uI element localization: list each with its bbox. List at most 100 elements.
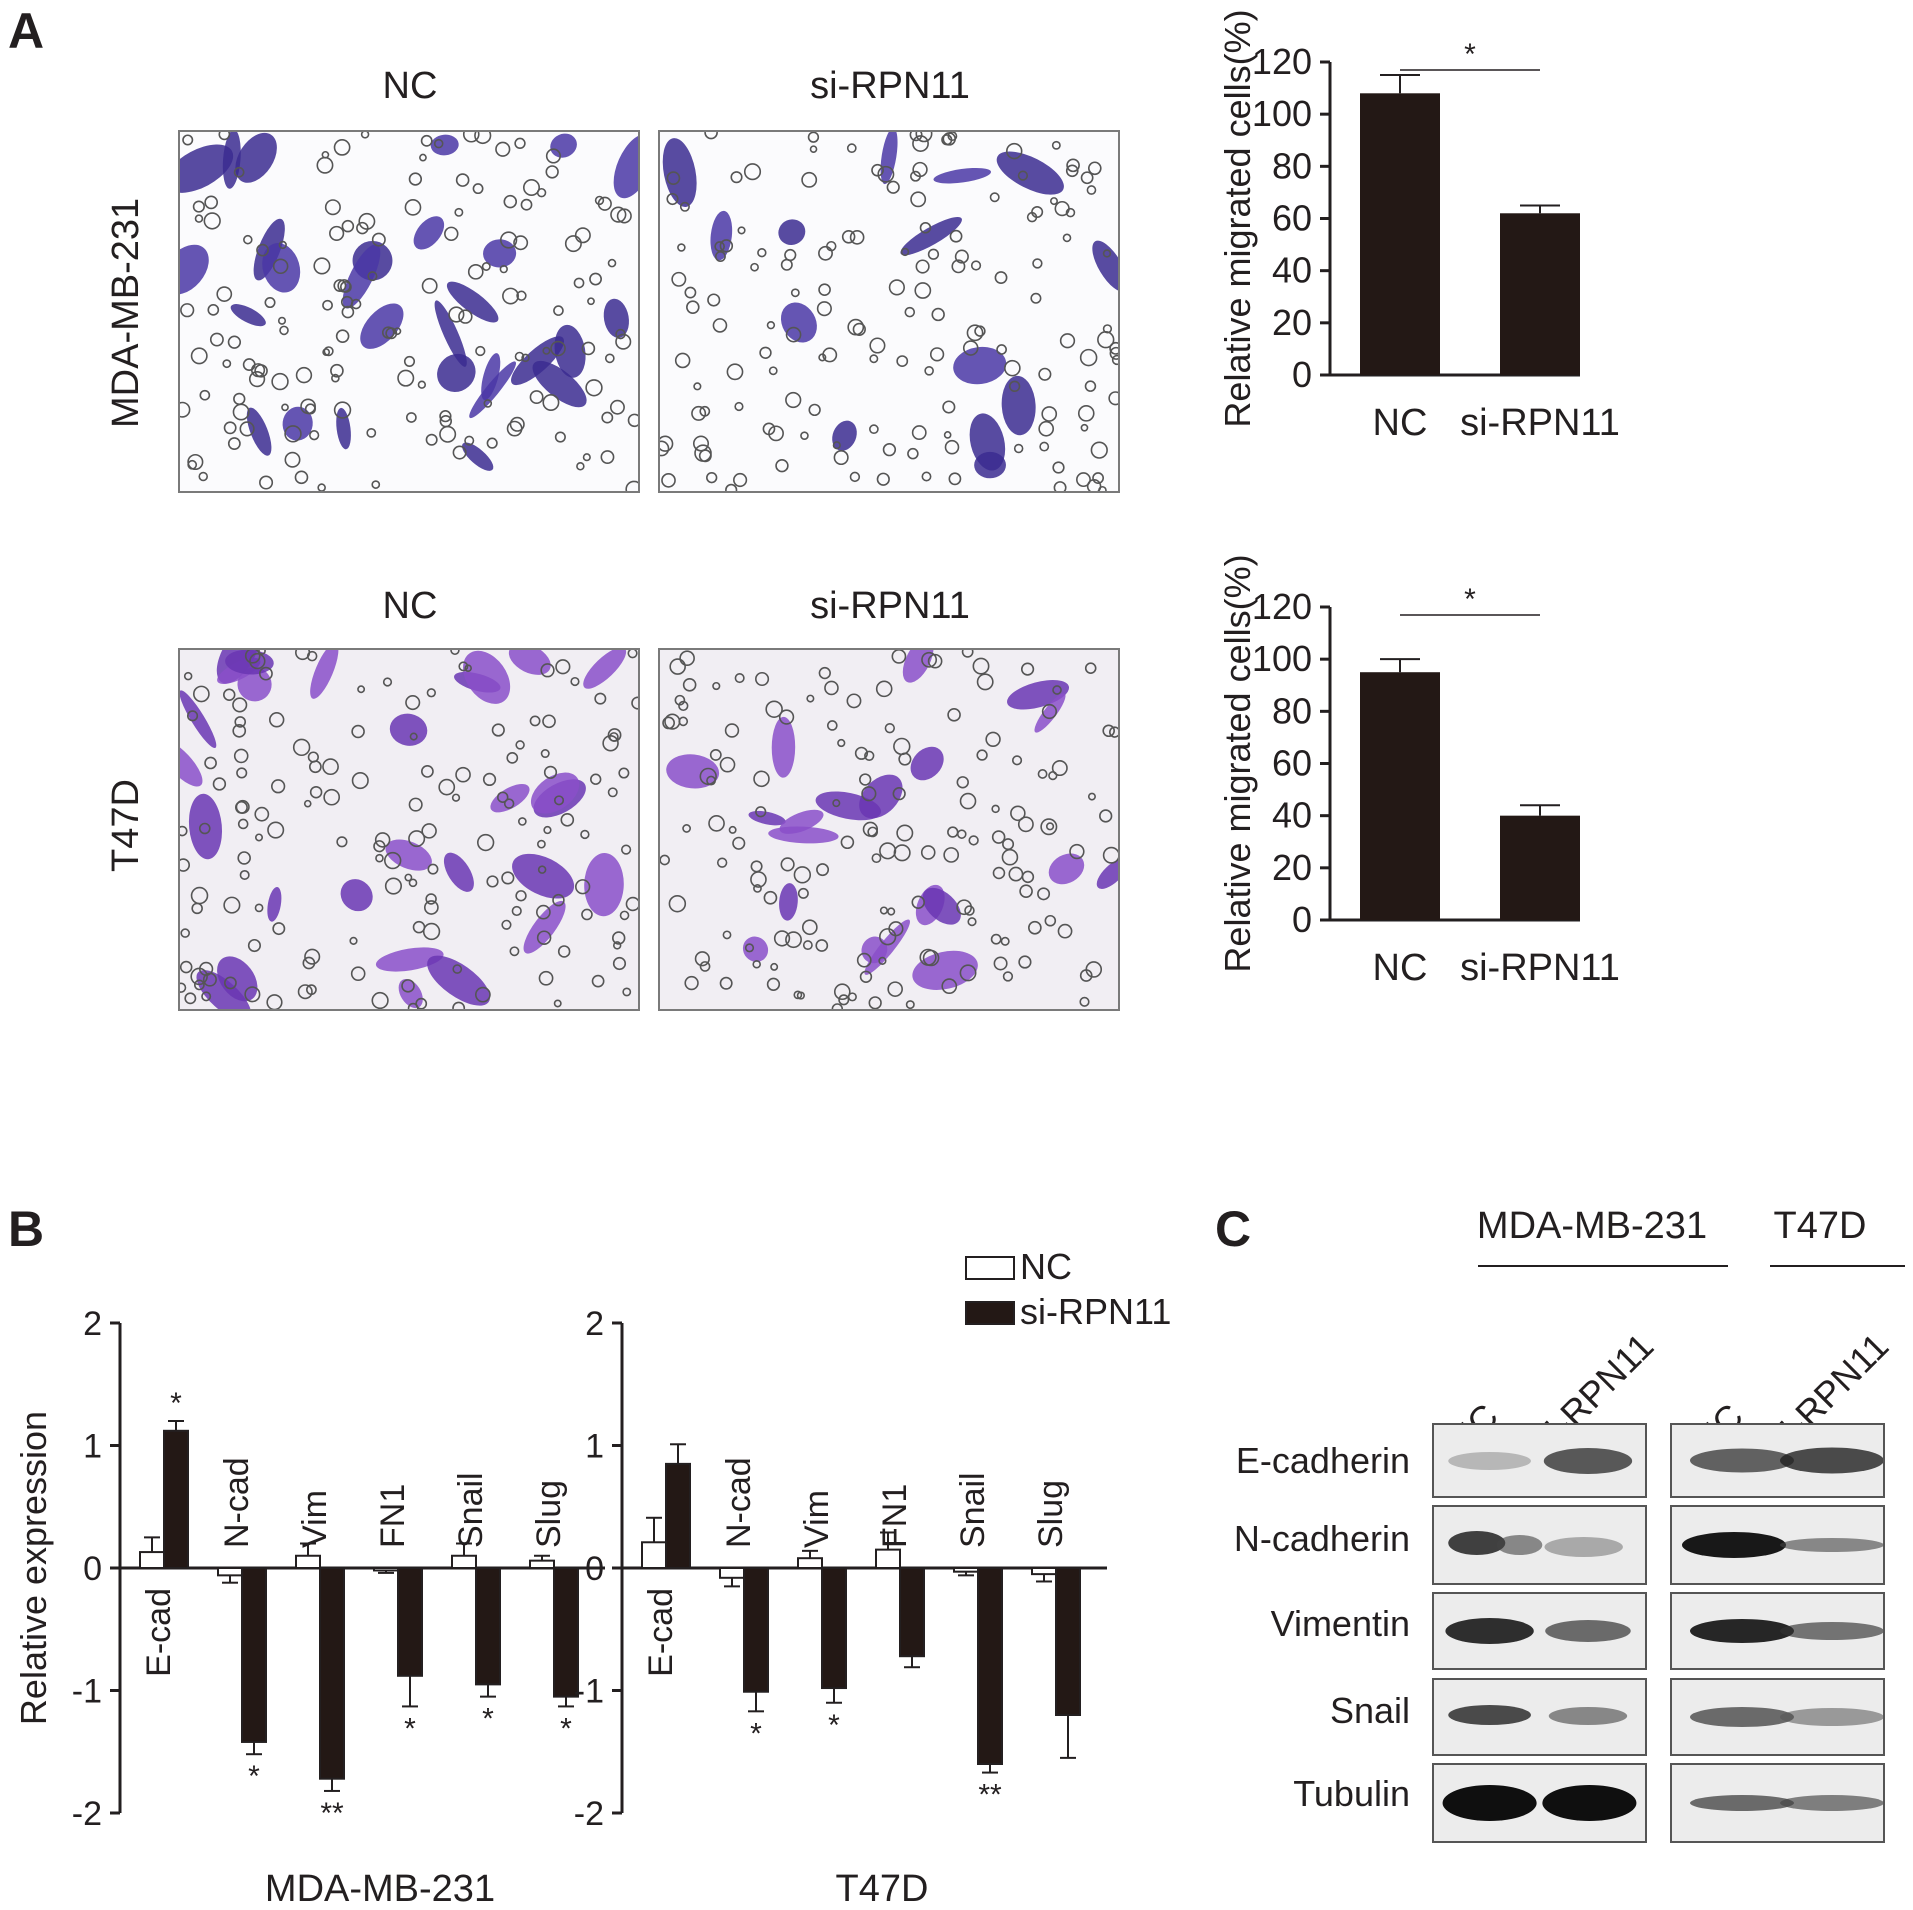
bar-si-rpn11 — [241, 1567, 267, 1743]
bar-nc — [875, 1548, 901, 1569]
significance-mark: ** — [320, 1797, 344, 1830]
category-label: FN1 — [374, 1484, 412, 1548]
bar-si-rpn11 — [475, 1567, 501, 1686]
category-label: Slug — [1032, 1480, 1070, 1548]
category-label: Snail — [452, 1472, 490, 1548]
bar-si-rpn11 — [319, 1567, 345, 1780]
category-label: N-cad — [720, 1457, 758, 1548]
y-tick-label: 20 — [1272, 302, 1312, 343]
category-label: Vim — [798, 1490, 836, 1548]
bar-nc — [217, 1567, 243, 1577]
panel-a-row-t47d: T47D — [105, 779, 147, 872]
bar-si-rpn11 — [899, 1567, 925, 1658]
panel-a-row-mda: MDA-MB-231 — [105, 197, 147, 428]
panel-a-col-nc: NC — [382, 65, 438, 107]
bar-nc — [1031, 1567, 1057, 1576]
panel-b-bar-chart-left: -2 -1 0 1 2 Relative expression E-cad * N-cad * Vi… — [13, 1305, 605, 1910]
legend-label: NC — [1020, 1246, 1072, 1287]
legend-swatch — [965, 1256, 1015, 1280]
bar-si-rpn11 — [665, 1462, 691, 1569]
blot-label-vimentin: Vimentin — [1270, 1603, 1410, 1644]
y-axis-label: Relative migrated cells(%) — [1217, 555, 1258, 973]
category-label: Slug — [530, 1480, 568, 1548]
blot-strip-t47d-tubulin — [1670, 1763, 1885, 1843]
y-tick-label: -2 — [574, 1795, 604, 1833]
y-tick-label: 120 — [1252, 41, 1312, 82]
category-label: N-cad — [218, 1457, 256, 1548]
bar-nc — [295, 1554, 321, 1569]
y-tick-label: 80 — [1272, 690, 1312, 731]
legend-swatch — [965, 1301, 1015, 1325]
micrograph-t47d-si-rpn11 — [658, 648, 1120, 1011]
y-tick-label: 0 — [83, 1550, 102, 1588]
blot-strip-mda-n-cadherin — [1432, 1505, 1647, 1585]
bar-nc — [719, 1567, 745, 1579]
bar-si-rpn11 — [821, 1567, 847, 1690]
y-tick-label: 40 — [1272, 795, 1312, 836]
significance-mark: * — [404, 1712, 416, 1745]
blot-strip-mda-snail — [1432, 1678, 1647, 1756]
y-tick-label: 100 — [1252, 638, 1312, 679]
bar-nc — [451, 1554, 477, 1569]
bar-nc — [953, 1567, 979, 1573]
bar — [1360, 672, 1440, 920]
bar-nc — [797, 1557, 823, 1570]
blot-strip-mda-e-cadherin — [1432, 1423, 1647, 1498]
category-label: E-cad — [140, 1588, 178, 1677]
bar-nc — [139, 1551, 165, 1570]
significance-mark: * — [170, 1387, 182, 1420]
significance-mark: * — [750, 1717, 762, 1750]
category-label: Vim — [296, 1490, 334, 1548]
blot-strip-t47d-snail — [1670, 1678, 1885, 1756]
micrograph-mda-nc — [178, 130, 640, 493]
micrograph-t47d-nc — [178, 648, 640, 1011]
cell-line-label-mda: MDA-MB-231 — [1476, 1205, 1708, 1247]
panel-a-letter: A — [8, 3, 45, 59]
chart-title: MDA-MB-231 — [265, 1868, 495, 1910]
panel-a-col-nc-2: NC — [382, 585, 438, 627]
bar — [1500, 213, 1580, 375]
significance-mark: * — [828, 1709, 840, 1742]
bar-nc — [373, 1567, 399, 1572]
y-tick-label: -2 — [72, 1795, 102, 1833]
y-tick-label: 80 — [1272, 145, 1312, 186]
category-label: Snail — [954, 1472, 992, 1548]
y-tick-label: 120 — [1252, 586, 1312, 627]
y-tick-label: -1 — [72, 1673, 102, 1711]
cell-line-rule-t47d — [1770, 1265, 1905, 1267]
bar-si-rpn11 — [743, 1567, 769, 1693]
bar — [1360, 93, 1440, 376]
bar-si-rpn11 — [977, 1567, 1003, 1765]
significance-mark: * — [1464, 38, 1476, 71]
y-tick-label: 2 — [83, 1305, 102, 1343]
significance-mark: * — [482, 1703, 494, 1736]
y-tick-label: 60 — [1272, 198, 1312, 239]
bar-si-rpn11 — [553, 1567, 579, 1698]
x-tick-label: si-RPN11 — [1460, 402, 1620, 444]
blot-strip-mda-vimentin — [1432, 1592, 1647, 1670]
x-tick-label: NC — [1373, 947, 1428, 989]
bar-si-rpn11 — [1055, 1567, 1081, 1716]
significance-mark: * — [248, 1760, 260, 1793]
y-tick-label: 100 — [1252, 93, 1312, 134]
y-tick-label: 20 — [1272, 847, 1312, 888]
bar-nc — [641, 1541, 667, 1569]
legend-label: si-RPN11 — [1020, 1291, 1171, 1332]
panel-b-letter: B — [8, 1201, 45, 1257]
significance-mark: * — [1464, 583, 1476, 616]
y-tick-label: -1 — [574, 1673, 604, 1711]
bar — [1500, 815, 1580, 920]
bar-nc — [529, 1559, 555, 1569]
x-tick-label: NC — [1373, 402, 1428, 444]
blot-strip-mda-tubulin — [1432, 1763, 1647, 1843]
blot-strip-t47d-vimentin — [1670, 1592, 1885, 1670]
x-tick-label: si-RPN11 — [1460, 947, 1620, 989]
blot-strip-t47d-e-cadherin — [1670, 1423, 1885, 1498]
panel-c-letter: C — [1215, 1201, 1252, 1257]
significance-mark: ** — [978, 1779, 1002, 1812]
blot-label-e-cadherin: E-cadherin — [1235, 1440, 1410, 1481]
y-tick-label: 1 — [585, 1428, 604, 1466]
